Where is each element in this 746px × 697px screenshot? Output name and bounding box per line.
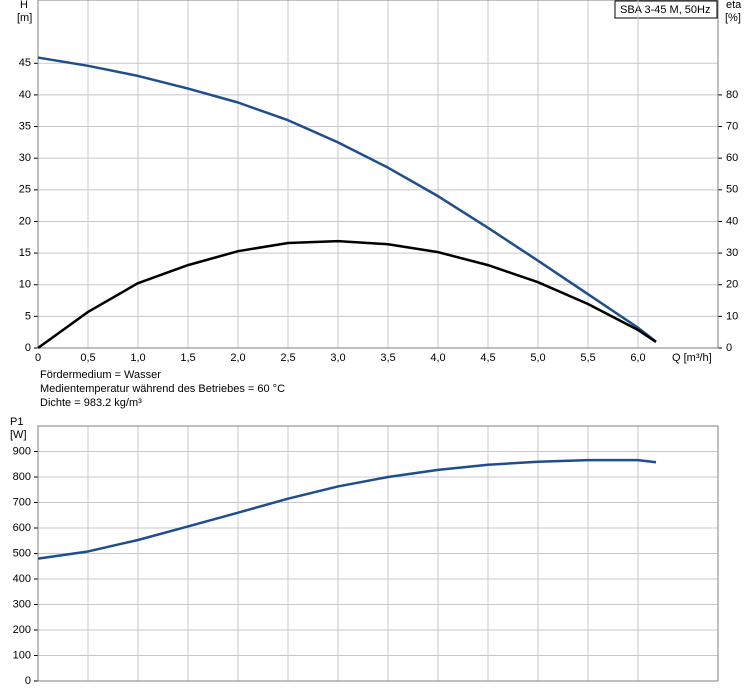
y-axis-label: H (20, 0, 28, 11)
y-tick-label: 35 (19, 120, 31, 132)
y-tick-label: 10 (19, 279, 31, 291)
y-tick-label: 800 (13, 471, 31, 483)
y-tick-label: 200 (13, 624, 31, 636)
y2-tick-label: 10 (726, 310, 738, 322)
y-tick-label: 40 (19, 89, 31, 101)
x-tick-label: 4,5 (480, 352, 495, 364)
y-tick-label: 500 (13, 547, 31, 559)
y-tick-label: 30 (19, 152, 31, 164)
x-tick-label: 5,0 (530, 352, 545, 364)
y2-tick-label: 0 (726, 342, 732, 354)
note: Medientemperatur während des Betriebes =… (40, 383, 285, 395)
plot-frame (37, 425, 719, 682)
note: Dichte = 983.2 kg/m³ (40, 397, 142, 409)
x-tick-label: 1,0 (130, 352, 145, 364)
y-tick-label: 0 (25, 675, 31, 687)
y-tick-label: 20 (19, 215, 31, 227)
y-tick-label: 900 (13, 445, 31, 457)
y-tick-label: 700 (13, 496, 31, 508)
y-tick-label: 25 (19, 184, 31, 196)
y-tick-label: 300 (13, 598, 31, 610)
y2-tick-label: 80 (726, 89, 738, 101)
x-tick-label: 4,0 (430, 352, 445, 364)
x-tick-label: 3,5 (380, 352, 395, 364)
series-line (37, 239, 657, 350)
x-tick-label: 0 (35, 352, 41, 364)
plot-frame (37, 0, 719, 349)
y2-tick-label: 40 (726, 215, 738, 227)
y-tick-label: 100 (13, 649, 31, 661)
y-tick-label: 400 (13, 573, 31, 585)
x-axis-label: Q [m³/h] (672, 352, 712, 364)
x-tick-label: 1,5 (180, 352, 195, 364)
y-tick-label: 45 (19, 57, 31, 69)
x-tick-label: 3,0 (330, 352, 345, 364)
y2-axis-label: eta (726, 0, 742, 11)
x-tick-label: 6,0 (630, 352, 645, 364)
y-tick-label: 600 (13, 522, 31, 534)
y-axis-unit: [m] (17, 12, 32, 24)
y2-tick-label: 50 (726, 184, 738, 196)
y2-tick-label: 30 (726, 247, 738, 259)
series-line (37, 458, 657, 560)
x-tick-label: 0,5 (80, 352, 95, 364)
x-tick-label: 5,5 (580, 352, 595, 364)
y-axis-label: P1 (10, 416, 23, 428)
series-line (37, 56, 657, 343)
note: Fördermedium = Wasser (40, 369, 161, 381)
y-axis-unit: [W] (10, 429, 27, 441)
y2-tick-label: 70 (726, 120, 738, 132)
label-box (614, 0, 718, 19)
chart-label: SBA 3-45 M, 50Hz (620, 4, 711, 16)
y2-tick-label: 20 (726, 279, 738, 291)
y-tick-label: 5 (25, 310, 31, 322)
y2-axis-unit: [%] (725, 12, 741, 24)
y-tick-label: 0 (25, 342, 31, 354)
y-tick-label: 15 (19, 247, 31, 259)
x-tick-label: 2,0 (230, 352, 245, 364)
x-tick-label: 2,5 (280, 352, 295, 364)
y2-tick-label: 60 (726, 152, 738, 164)
